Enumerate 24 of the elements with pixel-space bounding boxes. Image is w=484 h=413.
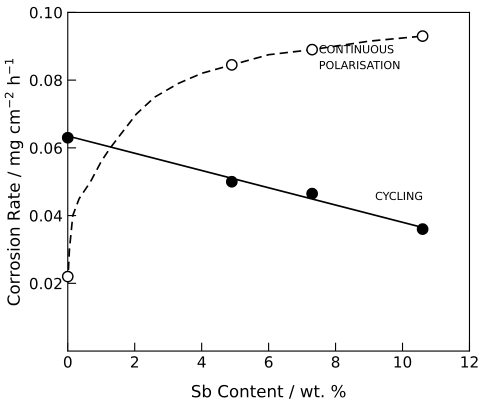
y-tick-label: 0.06 xyxy=(30,142,62,154)
x-tick-label: 0 xyxy=(64,356,72,368)
x-tick-label: 6 xyxy=(264,356,273,368)
annotation: CONTINUOUS POLARISATION xyxy=(319,45,400,70)
point xyxy=(62,132,74,144)
point xyxy=(416,30,428,42)
point xyxy=(226,59,238,71)
point xyxy=(226,176,238,188)
point xyxy=(306,44,318,56)
point xyxy=(416,223,428,235)
x-tick-label: 4 xyxy=(198,356,206,368)
annotation: CYCLING xyxy=(376,192,422,200)
y-tick-label: 0.04 xyxy=(30,210,62,222)
y-tick-label: 0.02 xyxy=(30,278,62,290)
x-tick-label: 2 xyxy=(130,356,138,368)
x-tick-label: 12 xyxy=(461,356,478,368)
point xyxy=(306,188,318,200)
x-tick-label: 10 xyxy=(394,356,412,368)
x-tick-label: 8 xyxy=(332,356,340,368)
x-axis-title: Sb Content / wt. % xyxy=(192,384,346,399)
y-tick-label: 0.08 xyxy=(30,74,62,86)
y-tick-label: 0.10 xyxy=(30,6,62,18)
y-axis-title: Corrosion Rate / mg cm$^{−2}$ h$^{−1}$ xyxy=(4,58,24,306)
point xyxy=(62,270,74,282)
